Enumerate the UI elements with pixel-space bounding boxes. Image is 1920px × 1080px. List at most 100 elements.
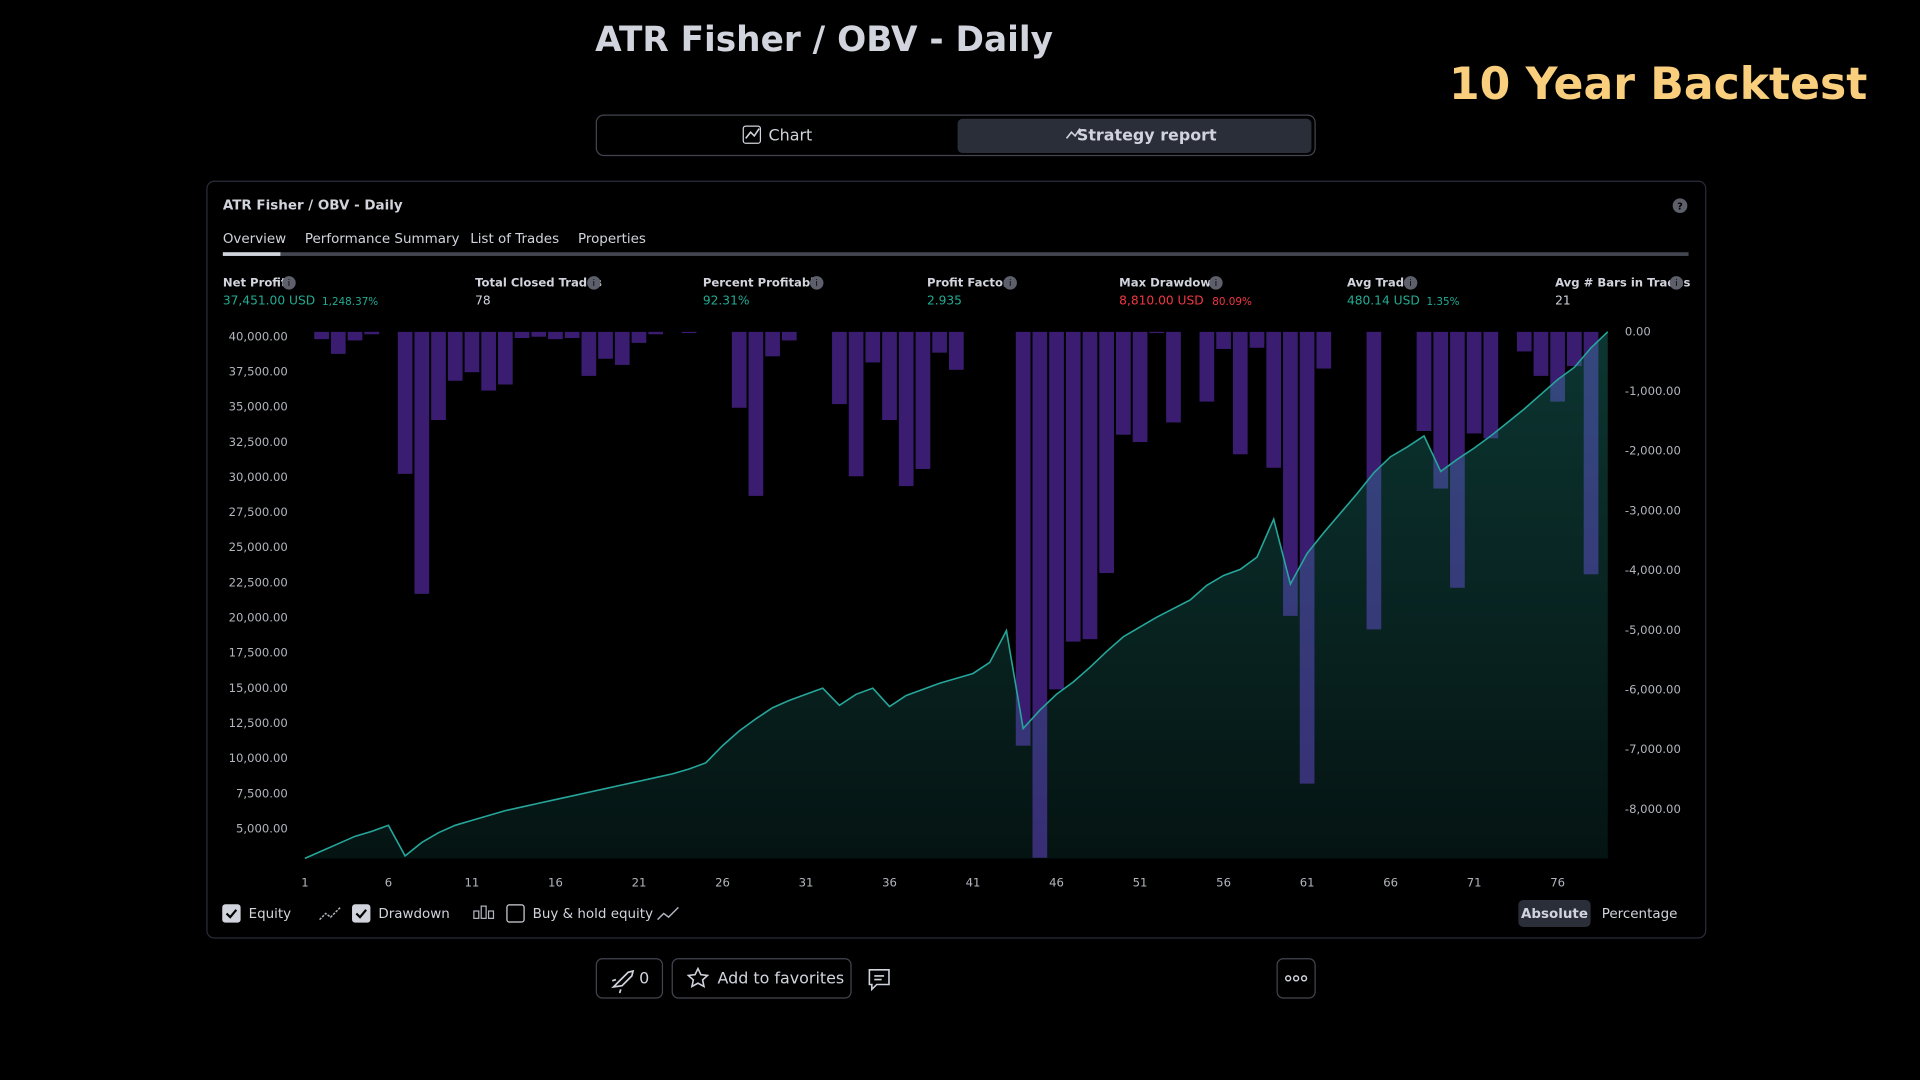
drawdown-bar [898,331,914,487]
favorites-button[interactable] [671,958,852,999]
stat-extra: 1,248.37% [322,296,378,308]
info-icon-glyph: i [1215,279,1217,289]
subtab[interactable]: Properties [578,232,646,247]
tab-active-bg [957,118,1312,154]
drawdown-bar [1199,331,1215,402]
stat-value: 92.31% [703,294,750,308]
x-tick-label: 56 [1216,875,1231,889]
drawdown-bar [347,331,363,341]
drawdown-bar [681,331,697,334]
drawdown-bar [514,331,530,338]
info-icon [1403,276,1418,290]
help-icon[interactable] [1672,198,1688,214]
x-tick-label: 41 [966,875,981,889]
tab-label[interactable]: Strategy report [1077,125,1217,144]
drawdown-bar [1567,331,1582,367]
equity-line [304,331,1609,860]
tab-icon-line [1065,128,1081,139]
legend-label[interactable]: Equity [249,907,292,922]
y-tick-label: 35,000.00 [229,400,288,414]
help-icon-glyph: ? [1677,201,1683,212]
y2-tick-label: -2,000.00 [1625,444,1681,458]
drawdown-bar [865,331,881,363]
info-icon-glyph: i [1675,279,1677,289]
checkbox[interactable] [222,904,241,923]
subtab[interactable]: Overview [223,232,286,247]
drawdown-bar [1416,331,1432,431]
y-tick-label: 32,500.00 [229,435,288,449]
drawdown-bar [564,331,580,338]
drawdown-bar [1132,331,1148,443]
stat-label: Total Closed Trades [475,275,602,289]
tab-label[interactable]: Chart [769,125,813,144]
y-tick-label: 27,500.00 [229,505,288,519]
tab-icon-line [745,128,760,139]
drawdown-bar [598,331,613,359]
x-tick-label: 31 [799,875,814,889]
drawdown-bar [1149,331,1165,334]
x-tick-label: 36 [882,875,897,889]
drawdown-bar [932,331,947,353]
subtab[interactable]: List of Trades [470,232,559,247]
drawdown-bar [1049,331,1064,690]
drawdown-bar [531,331,547,337]
x-tick-label: 71 [1467,875,1482,889]
y2-tick-label: -7,000.00 [1625,742,1681,756]
y-tick-label: 15,000.00 [229,681,288,695]
x-tick-label: 61 [1300,875,1315,889]
more-dot [1300,975,1308,982]
y-tick-label: 40,000.00 [229,329,288,343]
stat-extra: 80.09% [1212,296,1252,308]
y2-tick-label: -5,000.00 [1625,623,1681,637]
x-tick-label: 11 [465,875,480,889]
info-icon-glyph: i [288,279,290,289]
drawdown-bar [781,331,797,341]
info-icon [1003,276,1017,290]
y-tick-label: 20,000.00 [229,611,288,625]
mode-active-bg [1518,900,1591,927]
boost-count: 0 [639,968,649,987]
y2-tick-label: -3,000.00 [1625,503,1681,517]
panel-title: ATR Fisher / OBV - Daily [223,199,403,214]
info-icon [587,276,601,290]
drawdown-bar [397,331,413,474]
drawdown-bar [1516,331,1532,352]
subtab[interactable]: Performance Summary [305,232,460,247]
drawdown-bar [1216,331,1231,349]
stat-value: 8,810.00 USD [1119,294,1204,308]
y-tick-label: 17,500.00 [229,646,288,660]
more-button[interactable] [1276,958,1316,999]
y-tick-label: 30,000.00 [229,470,288,484]
drawdown-bar [330,331,346,354]
drawdown-bar [1466,331,1482,434]
subtab-track [222,252,1689,256]
drawdown-bar [447,331,463,381]
checkbox[interactable] [506,904,525,923]
drawdown-bar [1015,331,1031,746]
mode-button[interactable]: Absolute [1521,907,1588,922]
stat-label: Max Drawdown [1119,275,1219,289]
x-tick-label: 66 [1383,875,1398,889]
stat-value: 2.935 [927,294,962,308]
mode-button[interactable]: Percentage [1602,907,1678,922]
checkmark [225,909,238,919]
drawdown-bar [414,331,430,594]
y2-tick-label: -4,000.00 [1625,563,1681,577]
y-tick-label: 5,000.00 [236,821,288,835]
star-icon [686,966,710,988]
comment-icon[interactable] [868,969,890,992]
drawdown-bar [1099,331,1115,574]
legend-label[interactable]: Drawdown [378,907,449,922]
y-tick-label: 7,500.00 [236,786,288,800]
overlay-caption: 10 Year Backtest [1449,59,1867,110]
drawdown-bar [1266,331,1282,468]
x-tick-label: 51 [1133,875,1148,889]
drawdown-bar [548,331,563,340]
x-tick-label: 46 [1049,875,1064,889]
info-icon-glyph: i [1409,279,1411,289]
checkbox[interactable] [352,904,371,923]
stat-label: Avg Trade [1347,275,1412,289]
legend-icon [487,910,495,919]
legend-label[interactable]: Buy & hold equity [533,907,653,922]
